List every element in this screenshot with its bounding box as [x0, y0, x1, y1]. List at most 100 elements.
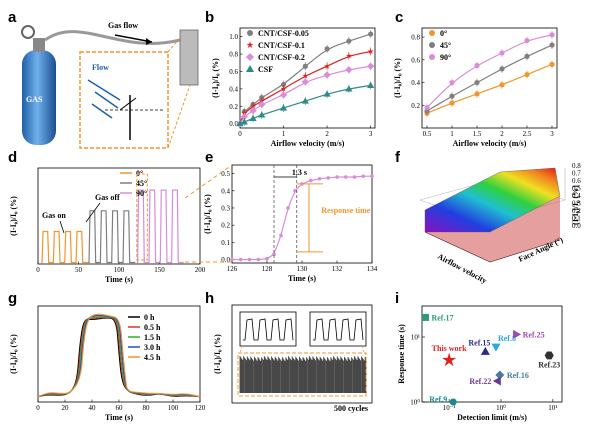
z-tick-label: 0.7 [572, 170, 581, 178]
series-line [37, 313, 201, 398]
data-point [258, 100, 266, 109]
y-axis-label: (I-I₀)/I₀ (%) [393, 58, 402, 98]
data-point [491, 343, 501, 352]
gas-off-arrow-icon [85, 202, 101, 223]
data-point [367, 48, 374, 55]
series-line [426, 44, 553, 112]
series-line [88, 210, 136, 264]
inset-box [309, 311, 367, 347]
y-tick-label: 10¹ [411, 334, 420, 342]
panel-label-h: h [205, 290, 214, 307]
flow-arrow-icon [87, 79, 121, 101]
data-point [317, 176, 322, 181]
flow-arrow-icon [94, 91, 119, 109]
gas-tube [44, 30, 181, 45]
x-tick-label: 10¹ [548, 404, 557, 412]
data-point [513, 329, 522, 339]
data-point [249, 103, 257, 109]
data-point [308, 178, 313, 183]
series-line [136, 189, 184, 264]
point-label: This work [432, 344, 467, 353]
legend-marker [247, 30, 253, 36]
panel-label-b: b [205, 9, 214, 26]
y-tick-label: 0.4 [411, 79, 420, 87]
z-tick-label: 0.4 [572, 192, 581, 200]
data-point [301, 97, 309, 104]
data-point [247, 257, 252, 262]
point-label: Ref.9 [429, 395, 447, 404]
data-point [524, 37, 530, 44]
data-point [361, 174, 366, 178]
legend-label: 4.5 h [144, 353, 161, 362]
legend-label: 90° [136, 189, 147, 198]
data-point [323, 90, 331, 97]
legend-label: CSF [258, 65, 273, 74]
x-axis-label: Airflow velocity (m/s) [271, 139, 345, 148]
panel-label-i: i [395, 290, 399, 307]
legend-label: CNT/CSF-0.05 [258, 29, 309, 38]
surface-side [425, 196, 560, 262]
legend-label: 0.5 h [144, 323, 161, 332]
data-point [441, 352, 457, 367]
x-tick-label: 200 [195, 266, 206, 274]
x-tick-label: 1.5 [473, 130, 482, 138]
x-tick-label: 132 [332, 265, 343, 273]
cycles-label: 500 cycles [334, 404, 368, 413]
panel-a-schematic: GAS Gas flow Flow [21, 21, 199, 149]
data-point [549, 61, 555, 67]
response-time-label: Response time [321, 206, 371, 215]
data-point [449, 398, 457, 406]
x-tick-label: 60 [116, 404, 124, 412]
x-tick-label: 100 [114, 266, 125, 274]
x-tick-label: 10⁻¹ [443, 404, 456, 412]
panel-label-e: e [205, 149, 213, 166]
panel-label-f: f [395, 149, 401, 166]
chart-i: 10⁻¹ 10⁰ 10¹ 10⁰ 10¹ Detection limit (m/s) Res… [397, 305, 563, 422]
point-label: Ref.8 [498, 334, 516, 343]
zoom-box [79, 51, 169, 149]
tank-label: GAS [26, 95, 43, 104]
data-point [499, 82, 505, 88]
legend-label: 45° [136, 179, 147, 188]
flow-label: Flow [92, 63, 109, 72]
panel-label-g: g [8, 290, 17, 307]
inset-link [361, 345, 365, 354]
series-line [231, 175, 372, 261]
interval-label: 1.3 s [292, 168, 307, 177]
legend-label: 90° [440, 53, 451, 62]
y-tick-label: 0.0 [221, 256, 230, 264]
y-axis-label: Response time (s) [397, 324, 406, 384]
data-point [301, 78, 309, 86]
x-axis-label: Time (s) [288, 274, 316, 283]
legend-label: CNT/CSF-0.1 [258, 41, 305, 50]
y-tick-label: 0.6 [229, 68, 238, 76]
signal-highlight [237, 352, 367, 397]
gas-flow-arrow-icon [114, 34, 153, 43]
tank-knob-icon [21, 25, 35, 39]
data-point [323, 71, 331, 79]
data-point [272, 252, 276, 257]
y-tick-label: 0.5 [221, 170, 230, 178]
series-line [426, 63, 553, 114]
chart-e: 126 128 130 132 134 0.0 0.1 0.2 0.3 0.4 0.5 Time (s… [203, 164, 378, 283]
legend-marker [429, 30, 435, 36]
x-tick-label: 2 [500, 130, 504, 138]
data-point [499, 66, 505, 72]
gas-on-arrow-icon [59, 220, 65, 234]
y-tick-label: 1.0 [229, 33, 238, 41]
series-line [426, 34, 553, 108]
gas-tank-icon [22, 50, 56, 145]
chart-c: 0.5 1 1.5 2 2.5 3 0.2 0.4 0.6 0.8 Airflow velocity… [393, 27, 558, 148]
inset-signal [313, 318, 364, 341]
point-label: Ref.16 [507, 371, 529, 380]
zoom-highlight [136, 173, 148, 261]
legend-label: 1.5 h [144, 333, 161, 342]
data-point [345, 52, 352, 59]
data-point [524, 71, 530, 78]
data-point [326, 176, 331, 180]
x-tick-label: 10⁰ [496, 404, 506, 412]
data-point [286, 206, 290, 210]
y-axis-label: (I-I₀)/I₀ (%) [211, 58, 220, 98]
y-tick-label: 0.2 [221, 222, 230, 230]
